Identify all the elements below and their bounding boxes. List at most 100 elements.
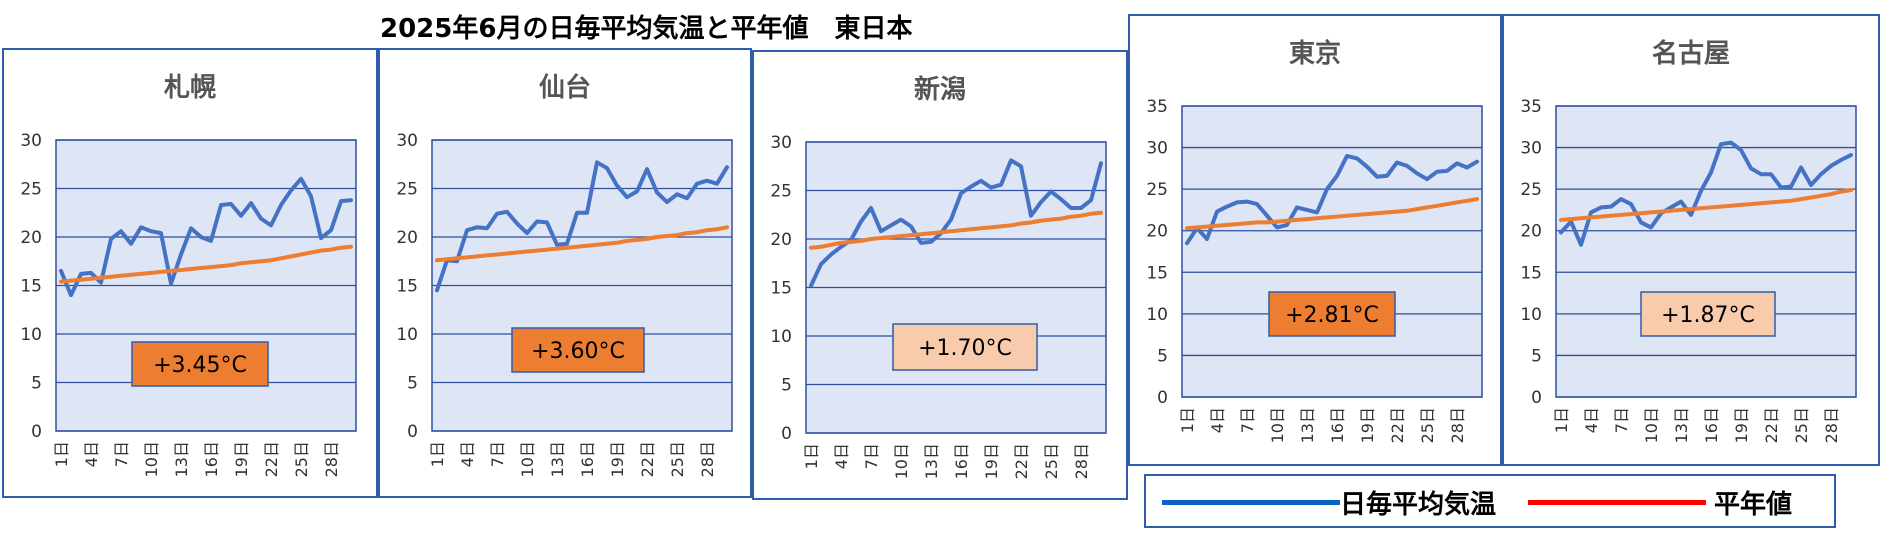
anomaly-badge-label: +1.70°C (918, 336, 1012, 361)
chart-panel-tokyo: 東京 0 5 10 15 20 25 30 35 1日 4日 7日 10日 13日 16日 19日 22日 25日… (1128, 14, 1502, 466)
y-tick-label: 20 (20, 228, 42, 248)
y-tick-label: 20 (770, 230, 792, 250)
x-tick-label: 10日 (1268, 407, 1287, 443)
x-tick-label: 10日 (892, 443, 911, 479)
y-tick-label: 5 (781, 376, 792, 396)
chart-panel-sapporo: 札幌 0 5 10 15 20 25 30 1日 4日 7日 10日 13日 16日 19日 22日 25日 28… (2, 48, 378, 498)
chart-title: 新潟 (914, 74, 966, 105)
y-tick-label: 30 (396, 131, 418, 151)
y-tick-label: 10 (20, 325, 42, 345)
x-tick-label: 28日 (1072, 443, 1091, 479)
x-tick-label: 13日 (922, 443, 941, 479)
x-tick-label: 16日 (1702, 407, 1721, 443)
x-tick-label: 22日 (262, 441, 281, 477)
chart-svg-sapporo: 札幌 0 5 10 15 20 25 30 1日 4日 7日 10日 13日 16日 19日 22日 25日 28… (20, 73, 357, 477)
y-tick-label: 15 (396, 277, 418, 297)
y-tick-label: 10 (1146, 305, 1168, 325)
chart-title: 仙台 (539, 72, 591, 103)
x-tick-label: 1日 (1552, 407, 1571, 433)
y-tick-label: 0 (31, 422, 42, 442)
y-tick-label: 0 (781, 424, 792, 444)
x-tick-label: 13日 (548, 441, 567, 477)
series-normal-line (1185, 197, 1479, 231)
y-tick-label: 20 (396, 228, 418, 248)
x-tick-label: 13日 (1298, 407, 1317, 443)
x-tick-label: 19日 (1732, 407, 1751, 443)
chart-title: 名古屋 (1652, 38, 1730, 69)
anomaly-badge-label: +2.81°C (1285, 303, 1379, 328)
chart-panel-sendai: 仙台 0 5 10 15 20 25 30 1日 4日 7日 10日 13日 16日 19日 22日 25日 28… (378, 48, 752, 498)
y-tick-label: 30 (1520, 139, 1542, 159)
anomaly-badge-label: +1.87°C (1661, 303, 1755, 328)
x-tick-label: 7日 (1612, 407, 1631, 433)
x-tick-label: 10日 (142, 441, 161, 477)
plot-area (1181, 105, 1483, 398)
x-tick-label: 22日 (638, 441, 657, 477)
anomaly-badge-label: +3.45°C (153, 353, 247, 378)
x-tick-label: 1日 (428, 441, 447, 467)
anomaly-badge (131, 341, 269, 387)
series-daily-line (1559, 140, 1853, 247)
chart-svg-tokyo: 東京 0 5 10 15 20 25 30 35 1日 4日 7日 10日 13日 16日 19日 22日 25日… (1146, 38, 1483, 443)
x-tick-label: 22日 (1012, 443, 1031, 479)
y-tick-label: 15 (770, 279, 792, 299)
y-tick-label: 30 (20, 131, 42, 151)
series-daily-line (1185, 153, 1479, 246)
legend-normal-line (1528, 500, 1706, 505)
chart-title: 東京 (1289, 38, 1341, 69)
page-title: 2025年6月の日毎平均気温と平年値 東日本 (380, 14, 913, 44)
y-tick-label: 25 (770, 182, 792, 202)
x-tick-label: 22日 (1762, 407, 1781, 443)
anomaly-badge (511, 327, 645, 373)
y-tick-label: 15 (1146, 263, 1168, 283)
x-tick-label: 13日 (1672, 407, 1691, 443)
x-tick-label: 28日 (698, 441, 717, 477)
y-tick-label: 5 (407, 374, 418, 394)
x-tick-label: 7日 (1238, 407, 1257, 433)
x-tick-label: 19日 (1358, 407, 1377, 443)
x-tick-label: 13日 (172, 441, 191, 477)
anomaly-badge (892, 323, 1038, 371)
x-tick-label: 1日 (1178, 407, 1197, 433)
chart-svg-sendai: 仙台 0 5 10 15 20 25 30 1日 4日 7日 10日 13日 16日 19日 22日 25日 28… (396, 72, 733, 477)
series-normal-line (1559, 188, 1853, 222)
legend-daily-label: 日毎平均気温 (1340, 490, 1497, 520)
x-tick-label: 10日 (1642, 407, 1661, 443)
y-tick-label: 20 (1520, 222, 1542, 242)
series-normal-line (809, 210, 1103, 250)
anomaly-badge-label: +3.60°C (531, 339, 625, 364)
x-tick-label: 19日 (982, 443, 1001, 479)
x-tick-label: 25日 (668, 441, 687, 477)
series-daily-line (59, 176, 353, 298)
x-tick-label: 10日 (518, 441, 537, 477)
x-tick-label: 4日 (832, 443, 851, 469)
y-tick-label: 0 (1157, 388, 1168, 408)
anomaly-badge (1640, 291, 1776, 337)
y-tick-label: 15 (1520, 263, 1542, 283)
x-tick-label: 1日 (802, 443, 821, 469)
x-tick-label: 16日 (1328, 407, 1347, 443)
y-tick-label: 35 (1146, 97, 1168, 117)
x-tick-label: 4日 (1208, 407, 1227, 433)
y-tick-label: 5 (31, 374, 42, 394)
y-tick-label: 10 (396, 325, 418, 345)
chart-panel-niigata: 新潟 0 5 10 15 20 25 30 1日 4日 7日 10日 13日 16日 19日 22日 25日 28… (752, 50, 1128, 500)
x-tick-label: 25日 (292, 441, 311, 477)
x-tick-label: 19日 (608, 441, 627, 477)
x-tick-label: 22日 (1388, 407, 1407, 443)
y-tick-label: 30 (1146, 139, 1168, 159)
x-tick-label: 4日 (1582, 407, 1601, 433)
y-tick-label: 35 (1520, 97, 1542, 117)
x-tick-label: 7日 (112, 441, 131, 467)
x-tick-label: 4日 (82, 441, 101, 467)
x-tick-label: 28日 (322, 441, 341, 477)
y-tick-label: 25 (1520, 180, 1542, 200)
y-tick-label: 20 (1146, 222, 1168, 242)
y-tick-label: 10 (1520, 305, 1542, 325)
x-tick-label: 7日 (862, 443, 881, 469)
anomaly-badge (1268, 291, 1396, 337)
x-tick-label: 16日 (578, 441, 597, 477)
y-tick-label: 25 (396, 180, 418, 200)
x-tick-label: 25日 (1418, 407, 1437, 443)
legend-daily-line (1162, 500, 1340, 505)
